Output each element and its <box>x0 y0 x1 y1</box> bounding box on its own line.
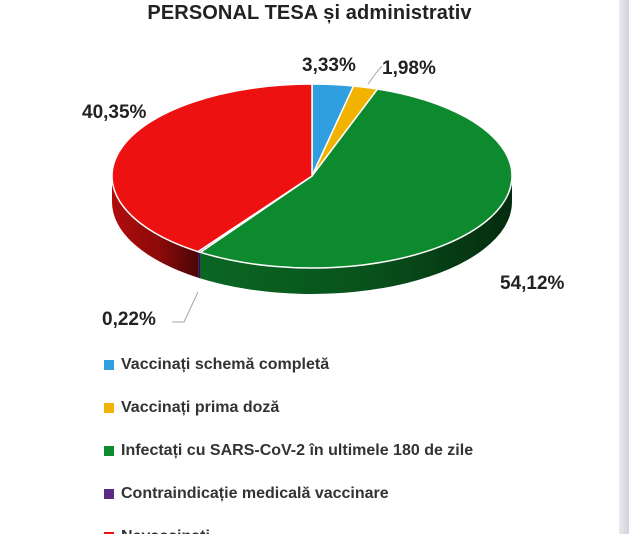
leader-lines <box>172 65 383 323</box>
legend-label: Vaccinați prima doză <box>121 398 280 416</box>
leader-line-vaccinati-prima-doza <box>367 65 383 85</box>
legend-swatch <box>104 488 114 499</box>
window-edge <box>619 0 629 534</box>
legend-item-vaccinati-prima-doza: Vaccinați prima doză <box>104 386 473 429</box>
legend-swatch <box>104 402 114 413</box>
pie-tops <box>111 83 513 269</box>
pie-slice-infectati-cu-sars-cov-2-in-ultimele-180-de-zile <box>199 88 513 269</box>
legend-item-infectati-cu-sars-cov-2-in-ultimele-180-de-zile: Infectați cu SARS-CoV-2 în ultimele 180 … <box>104 429 473 472</box>
chart-legend: Vaccinați schemă completă Vaccinați prima… <box>104 343 473 534</box>
leader-line-contraindicatie-medicala-vaccinare <box>172 291 199 323</box>
data-label-vaccinati-schema-completa: 3,33% <box>302 55 356 76</box>
pie-sides <box>112 176 512 294</box>
data-label-contraindicatie-medicala-vaccinare: 0,22% <box>102 309 156 330</box>
pie-slice-nevaccinati <box>111 83 313 253</box>
pie-chart: 3,33% 1,98% 54,12% 0,22% 40,35% <box>82 55 565 330</box>
data-labels: 3,33% 1,98% 54,12% 0,22% 40,35% <box>82 55 565 330</box>
pie-side-infectati-cu-sars-cov-2-in-ultimele-180-de-zile-shade <box>200 176 512 294</box>
legend-label: Contraindicație medicală vaccinare <box>121 484 389 502</box>
data-label-nevaccinati: 40,35% <box>82 102 147 123</box>
legend-label: Vaccinați schemă completă <box>121 355 330 373</box>
data-label-vaccinati-prima-doza: 1,98% <box>382 58 436 79</box>
chart-title: PERSONAL TESA și administrativ <box>147 2 472 24</box>
legend-item-contraindicatie-medicala-vaccinare: Contraindicație medicală vaccinare <box>104 472 473 515</box>
data-label-infectati-cu-sars-cov-2-in-ultimele-180-de-zile: 54,12% <box>500 273 565 294</box>
legend-item-vaccinati-schema-completa: Vaccinați schemă completă <box>104 343 473 386</box>
legend-swatch <box>104 445 114 456</box>
pie-side-contraindicatie-medicala-vaccinare-shade <box>198 251 201 279</box>
legend-label: Infectați cu SARS-CoV-2 în ultimele 180 … <box>121 441 474 459</box>
pie-side-nevaccinati-shade <box>112 176 199 278</box>
legend-label: Nevaccinați <box>121 528 210 534</box>
legend-swatch <box>104 359 114 370</box>
legend-item-nevaccinati: Nevaccinați <box>104 515 473 534</box>
legend-swatch <box>104 531 114 534</box>
